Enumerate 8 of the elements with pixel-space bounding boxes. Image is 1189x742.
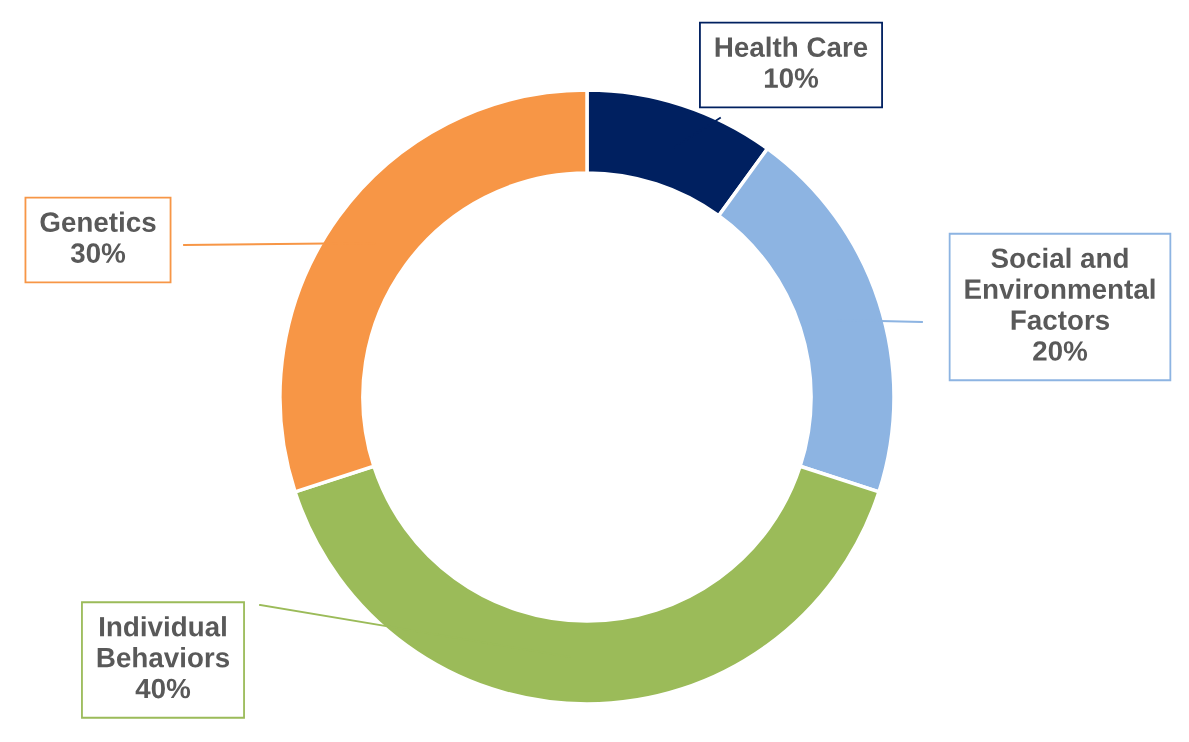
slice-label: Social and Environmental Factors bbox=[965, 247, 1155, 330]
slice-label: Individual Behaviors bbox=[97, 616, 230, 668]
data-label: 30% bbox=[70, 243, 126, 263]
data-label: 10% bbox=[764, 68, 819, 88]
slice-label: Genetics bbox=[40, 211, 156, 232]
data-label: 20% bbox=[1033, 341, 1088, 361]
data-label: 40% bbox=[135, 678, 191, 699]
slice-label: Health Care bbox=[715, 36, 868, 57]
